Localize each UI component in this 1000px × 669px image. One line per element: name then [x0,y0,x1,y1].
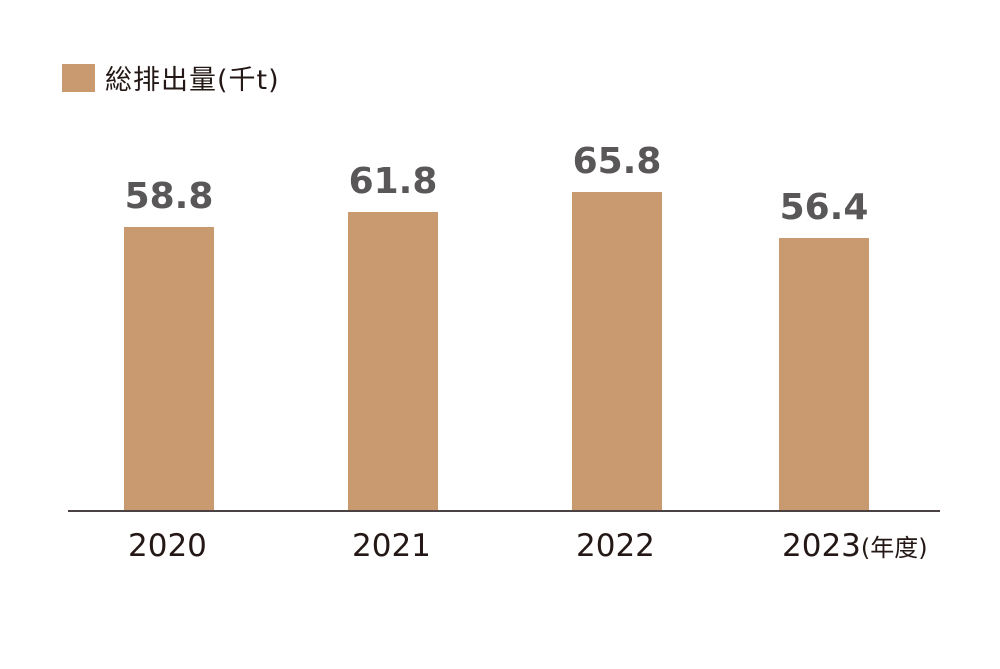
bar-2021 [348,212,438,511]
bar-value-2022: 65.8 [572,141,662,182]
bar-value-2021: 61.8 [348,161,438,202]
bar-2023 [779,238,869,511]
x-axis-unit: (年度) [860,534,928,562]
legend-swatch [62,63,95,92]
x-axis-line [68,510,940,512]
x-tick-2020: 2020 [128,528,207,564]
legend: 総排出量(千t) [62,58,280,97]
x-tick-2022: 2022 [576,528,655,564]
x-tick-2023: 2023(年度) [782,528,928,564]
bar-value-2023: 56.4 [779,187,869,228]
x-tick-2023-year: 2023 [782,528,861,564]
bar-value-2020: 58.8 [124,176,214,217]
bar-2022 [572,192,662,511]
bar-2020 [124,227,214,511]
legend-label: 総排出量(千t) [105,65,280,96]
x-tick-2021: 2021 [352,528,431,564]
